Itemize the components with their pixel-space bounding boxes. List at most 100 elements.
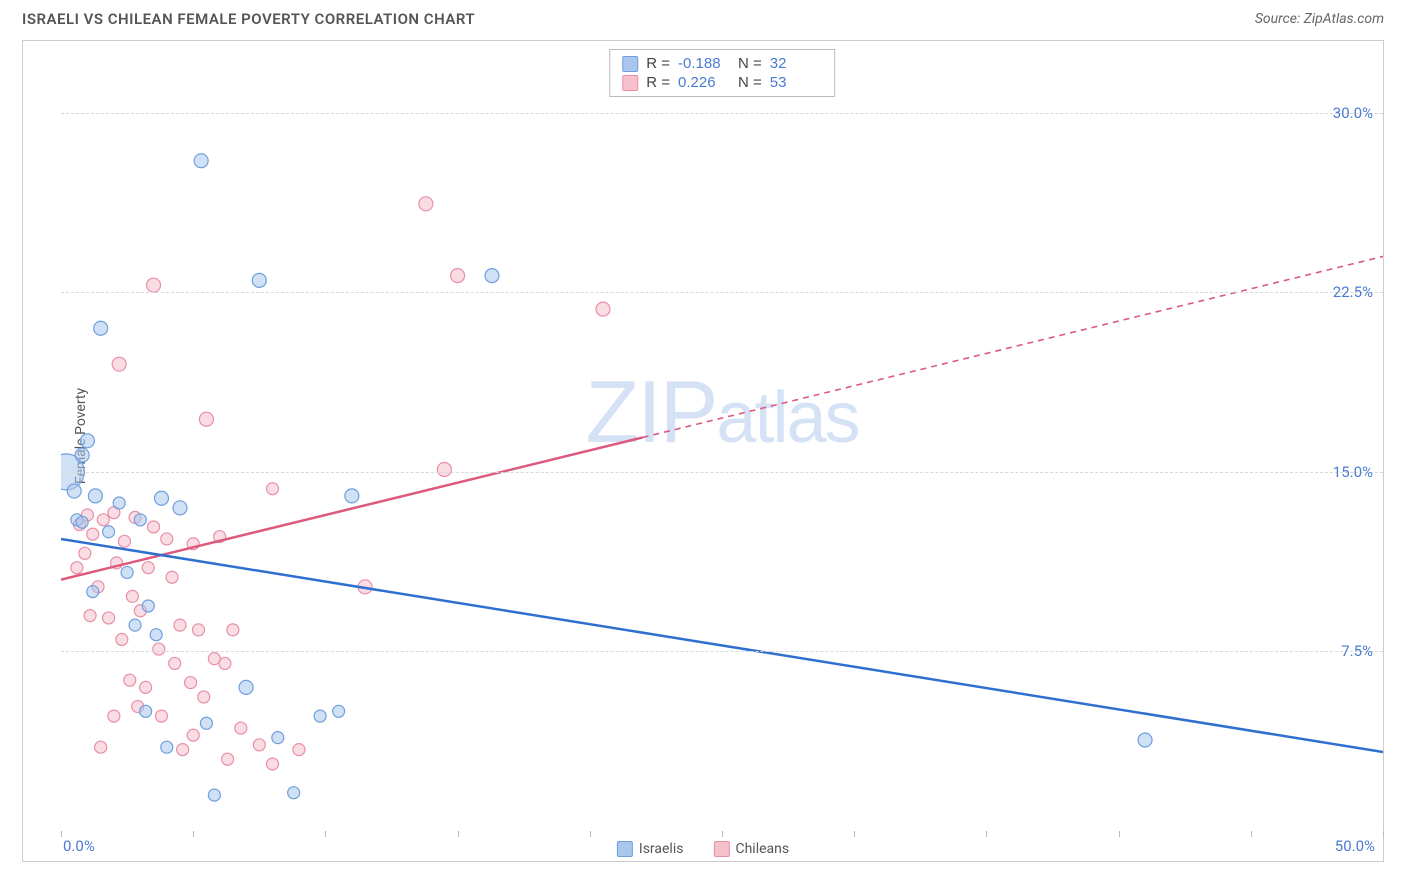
bottom-legend: Israelis Chileans: [617, 841, 789, 857]
scatter-point: [113, 497, 125, 509]
legend-label-israelis: Israelis: [639, 841, 684, 857]
scatter-point: [103, 526, 115, 538]
plot-area: Female Poverty ZIPatlas R = -0.188 N = 3…: [61, 41, 1383, 831]
xtick: [325, 831, 326, 837]
scatter-point: [194, 154, 208, 168]
scatter-point: [147, 278, 161, 292]
scatter-point: [235, 722, 247, 734]
scatter-point: [485, 269, 499, 283]
xtick: [1119, 831, 1120, 837]
chart-title: ISRAELI VS CHILEAN FEMALE POVERTY CORREL…: [22, 10, 475, 28]
scatter-point: [97, 514, 109, 526]
scatter-point: [192, 624, 204, 636]
scatter-point: [87, 528, 99, 540]
legend-item-israelis: Israelis: [617, 841, 684, 857]
ytick-label: 22.5%: [1333, 283, 1373, 301]
trend-line-solid: [61, 539, 1383, 752]
scatter-point: [208, 789, 220, 801]
scatter-point: [437, 463, 451, 477]
legend-label-chileans: Chileans: [735, 841, 789, 857]
stats-chileans-R: 0.226: [678, 74, 730, 91]
scatter-point: [314, 710, 326, 722]
gridline: [61, 113, 1383, 114]
scatter-point: [169, 657, 181, 669]
stats-R-label-2: R =: [646, 74, 670, 91]
scatter-point: [79, 547, 91, 559]
scatter-point: [80, 434, 94, 448]
scatter-point: [345, 489, 359, 503]
legend-item-chileans: Chileans: [713, 841, 789, 857]
scatter-point: [142, 562, 154, 574]
scatter-point: [142, 600, 154, 612]
scatter-point: [118, 535, 130, 547]
scatter-point: [252, 273, 266, 287]
scatter-point: [112, 357, 126, 371]
ytick-label: 30.0%: [1333, 104, 1373, 122]
trend-line-solid: [61, 437, 643, 579]
scatter-point: [333, 705, 345, 717]
scatter-point: [198, 691, 210, 703]
swatch-chileans: [622, 75, 638, 91]
trend-line-dashed: [643, 256, 1383, 437]
scatter-point: [174, 619, 186, 631]
scatter-point: [419, 197, 433, 211]
scatter-point: [108, 710, 120, 722]
scatter-point: [451, 269, 465, 283]
stats-chileans-N: 53: [770, 74, 822, 91]
scatter-point: [134, 514, 146, 526]
scatter-point: [116, 633, 128, 645]
scatter-point: [219, 657, 231, 669]
stats-N-label: N =: [738, 55, 762, 72]
scatter-point: [293, 744, 305, 756]
scatter-point: [154, 491, 168, 505]
stats-N-label-2: N =: [738, 74, 762, 91]
scatter-point: [155, 710, 167, 722]
scatter-point: [253, 739, 265, 751]
stats-israelis-R: -0.188: [678, 55, 730, 72]
stats-israelis-N: 32: [770, 55, 822, 72]
scatter-point: [88, 489, 102, 503]
xtick: [590, 831, 591, 837]
stats-row-israelis: R = -0.188 N = 32: [622, 54, 822, 73]
scatter-point: [272, 732, 284, 744]
scatter-point: [124, 674, 136, 686]
scatter-point: [153, 643, 165, 655]
scatter-point: [121, 566, 133, 578]
stats-legend-box: R = -0.188 N = 32 R = 0.226 N = 53: [609, 49, 835, 97]
scatter-point: [126, 590, 138, 602]
scatter-point: [177, 744, 189, 756]
scatter-point: [267, 483, 279, 495]
scatter-point: [166, 571, 178, 583]
ytick-label: 7.5%: [1341, 642, 1373, 660]
xtick: [722, 831, 723, 837]
chart-header: ISRAELI VS CHILEAN FEMALE POVERTY CORREL…: [0, 0, 1406, 36]
scatter-point: [140, 681, 152, 693]
scatter-point: [288, 787, 300, 799]
legend-swatch-chileans: [713, 841, 729, 857]
scatter-point: [222, 753, 234, 765]
ytick-label: 15.0%: [1333, 463, 1373, 481]
scatter-point: [84, 610, 96, 622]
gridline: [61, 292, 1383, 293]
scatter-point: [94, 321, 108, 335]
xtick: [854, 831, 855, 837]
gridline: [61, 651, 1383, 652]
scatter-point: [87, 586, 99, 598]
scatter-point: [199, 412, 213, 426]
stats-R-label: R =: [646, 55, 670, 72]
scatter-point: [161, 741, 173, 753]
scatter-point: [200, 717, 212, 729]
scatter-point: [148, 521, 160, 533]
scatter-point: [173, 501, 187, 515]
scatter-point: [95, 741, 107, 753]
scatter-point: [150, 629, 162, 641]
xtick: [193, 831, 194, 837]
scatter-point: [185, 677, 197, 689]
scatter-point: [75, 448, 89, 462]
legend-swatch-israelis: [617, 841, 633, 857]
scatter-point: [103, 612, 115, 624]
scatter-point: [140, 705, 152, 717]
chart-source: Source: ZipAtlas.com: [1255, 11, 1384, 27]
plot-svg: [61, 41, 1383, 831]
scatter-point: [227, 624, 239, 636]
